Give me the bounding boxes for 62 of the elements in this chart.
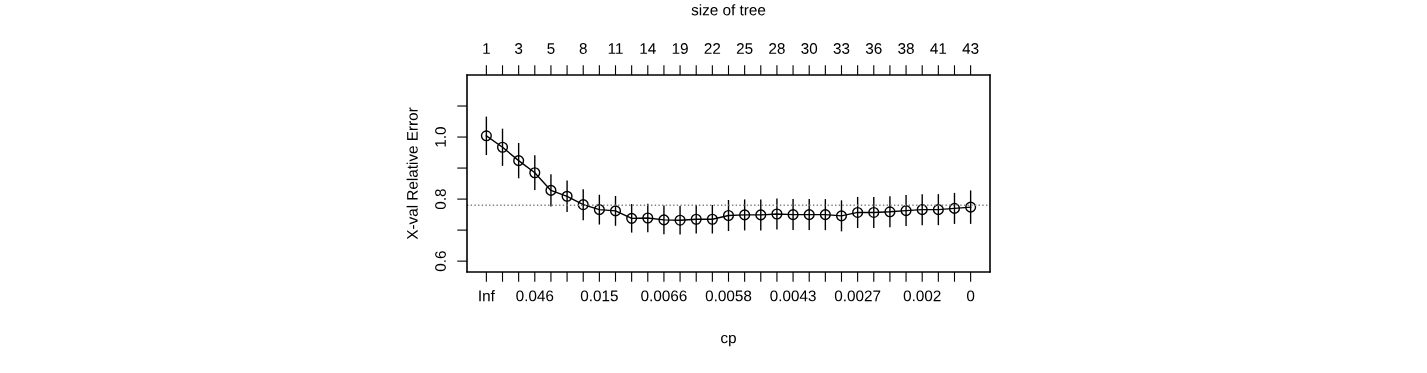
point	[658, 214, 670, 226]
y-tick-label: 0.6	[435, 251, 446, 272]
text: 38	[898, 43, 914, 54]
text: 25	[736, 43, 753, 54]
point	[480, 130, 492, 142]
point	[545, 184, 557, 196]
point	[835, 210, 848, 222]
point	[819, 209, 831, 221]
point	[787, 209, 799, 221]
text: 30	[801, 43, 818, 54]
point	[803, 209, 815, 221]
text: 28	[769, 43, 785, 54]
x-tick-label: 0.002	[903, 290, 941, 302]
x-tick-label: 0	[966, 290, 975, 302]
text: 14	[640, 43, 656, 54]
point	[529, 167, 541, 179]
text: 3	[514, 43, 523, 54]
text: 11	[608, 43, 623, 54]
y-axis-title: X-val Relative Error	[406, 107, 418, 240]
point	[948, 202, 961, 214]
point	[674, 214, 686, 226]
point	[965, 201, 977, 213]
point	[900, 205, 912, 217]
point	[916, 204, 928, 216]
point	[706, 213, 718, 225]
point	[690, 213, 702, 225]
point	[771, 208, 783, 220]
x2-axis-title: size of tree	[691, 4, 766, 16]
x-tick-label: 0.046	[516, 290, 554, 302]
point	[642, 212, 654, 224]
x-tick-label: 0.0043	[770, 290, 816, 302]
point	[561, 190, 573, 202]
x-tick-label: 0.0027	[834, 290, 881, 302]
x-tick-label: 0.0066	[641, 290, 687, 302]
point	[868, 206, 880, 218]
point	[496, 141, 509, 153]
point	[593, 204, 605, 216]
text: 43	[962, 43, 979, 54]
text: 33	[833, 43, 850, 54]
point	[577, 199, 589, 211]
point	[609, 205, 622, 217]
point	[852, 206, 864, 218]
x-tick-label: 0.0058	[705, 290, 752, 302]
text: 41	[930, 43, 947, 54]
point	[755, 209, 767, 221]
text: 19	[672, 43, 688, 54]
text: 36	[865, 43, 882, 54]
x-axis-title: cp	[721, 334, 736, 347]
point	[513, 155, 525, 167]
text: 22	[704, 43, 721, 54]
point	[722, 209, 735, 222]
x-tick-label: 0.015	[580, 290, 618, 302]
y-tick-label: 1.0	[435, 127, 446, 147]
point	[626, 212, 638, 224]
point	[884, 206, 896, 218]
text: 1	[483, 43, 490, 54]
text: 5	[547, 43, 555, 54]
y-tick-label: 0.8	[435, 189, 446, 210]
point	[932, 204, 944, 216]
point	[739, 209, 751, 221]
text: 8	[579, 43, 587, 54]
x-tick-label: Inf	[479, 290, 495, 302]
